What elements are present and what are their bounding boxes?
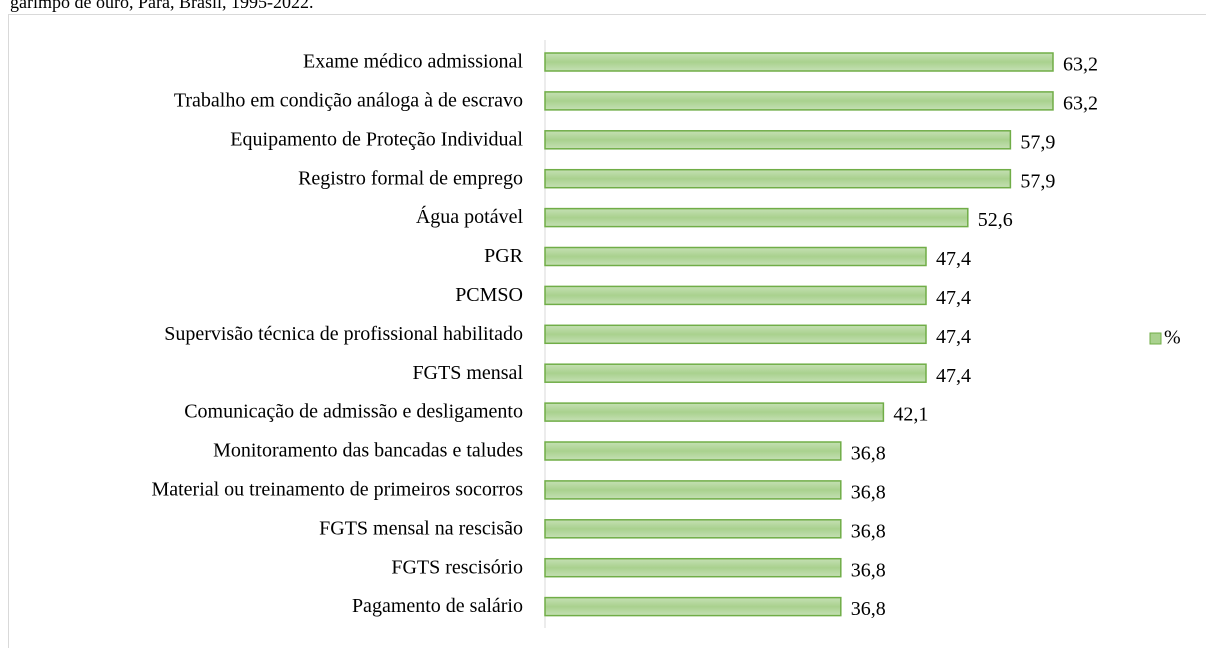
bar xyxy=(544,246,927,267)
data-label: 63,2 xyxy=(1063,92,1098,114)
y-tick-label: Equipamento de Proteção Individual xyxy=(230,128,523,150)
data-label: 63,2 xyxy=(1063,54,1098,76)
bar xyxy=(544,363,927,383)
bar xyxy=(544,207,969,228)
data-label: 47,4 xyxy=(936,326,971,348)
legend-swatch xyxy=(1149,332,1162,345)
bar xyxy=(544,285,927,306)
data-label: 36,8 xyxy=(851,559,886,581)
bar xyxy=(544,557,842,578)
y-tick-label: Material ou treinamento de primeiros soc… xyxy=(151,478,523,500)
data-label: 36,8 xyxy=(851,520,886,542)
y-tick-label: FGTS mensal xyxy=(412,362,523,384)
y-tick-label: FGTS mensal na rescisão xyxy=(319,517,523,539)
bar xyxy=(544,168,1012,189)
data-label: 47,4 xyxy=(936,287,971,309)
y-tick-label: Exame médico admissional xyxy=(303,51,523,73)
y-tick-label: Água potável xyxy=(416,205,524,228)
bar xyxy=(544,441,842,461)
bar xyxy=(544,324,927,345)
y-tick-label: FGTS rescisório xyxy=(391,556,523,578)
chart-title: garimpo de ouro, Pará, Brasil, 1995-2022… xyxy=(10,0,313,12)
data-label: 52,6 xyxy=(978,209,1013,231)
chart-frame xyxy=(8,14,1206,648)
data-label: 42,1 xyxy=(893,404,928,426)
data-label: 36,8 xyxy=(851,481,886,503)
data-label: 47,4 xyxy=(936,248,971,270)
bar xyxy=(544,402,885,422)
y-tick-label: PCMSO xyxy=(455,284,523,306)
data-label: 36,8 xyxy=(851,598,886,620)
y-tick-label: Supervisão técnica de profissional habil… xyxy=(164,323,523,345)
bar xyxy=(544,91,1054,111)
y-tick-label: PGR xyxy=(484,245,524,267)
bar xyxy=(544,596,842,617)
bar xyxy=(544,480,842,500)
data-label: 57,9 xyxy=(1020,170,1055,192)
y-tick-label: Monitoramento das bancadas e taludes xyxy=(213,440,523,462)
data-label: 47,4 xyxy=(936,365,971,387)
y-tick-label: Pagamento de salário xyxy=(352,595,523,617)
legend-label: % xyxy=(1164,327,1181,349)
y-tick-label: Trabalho em condição análoga à de escrav… xyxy=(174,89,523,111)
data-label: 36,8 xyxy=(851,443,886,465)
bar xyxy=(544,52,1054,72)
bar xyxy=(544,519,842,539)
y-tick-label: Registro formal de emprego xyxy=(298,167,523,189)
data-label: 57,9 xyxy=(1020,131,1055,153)
bar xyxy=(544,130,1012,150)
y-tick-label: Comunicação de admissão e desligamento xyxy=(184,401,523,423)
